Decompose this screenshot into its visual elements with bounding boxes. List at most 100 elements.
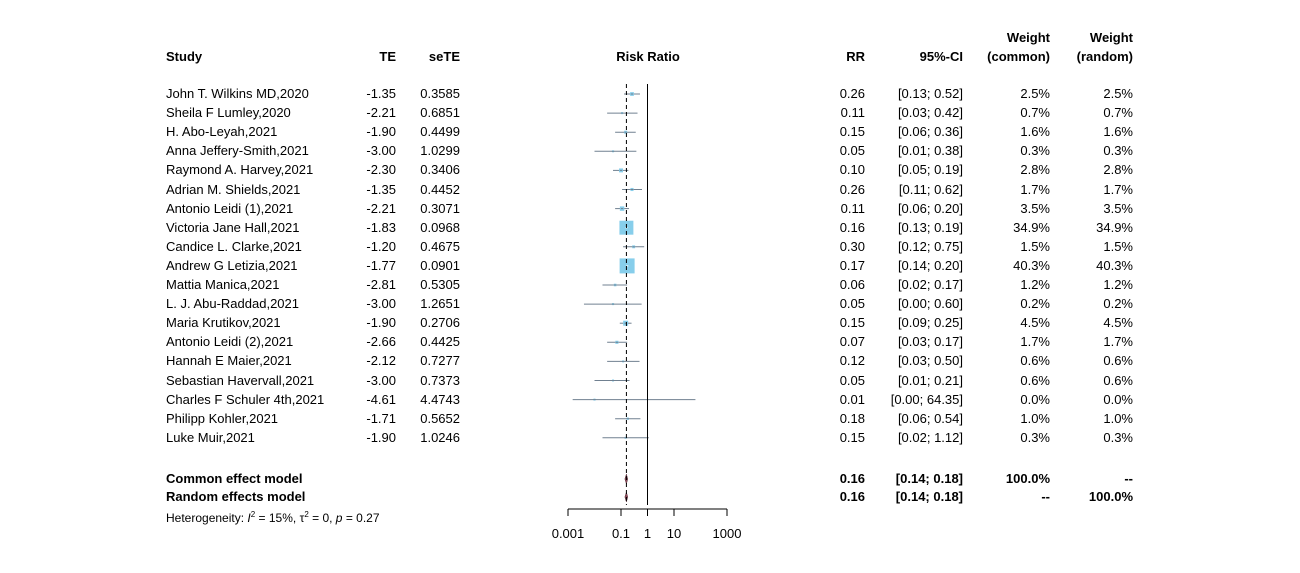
study-rr: 0.17 bbox=[839, 257, 865, 273]
study-name: H. Abo-Leyah,2021 bbox=[166, 124, 278, 140]
study-weight-common: 1.7% bbox=[1020, 334, 1050, 350]
study-weight-common: 34.9% bbox=[1013, 219, 1050, 235]
p-value: = 0.27 bbox=[342, 511, 380, 525]
study-rr: 0.15 bbox=[839, 429, 865, 445]
study-te: -1.35 bbox=[366, 86, 396, 101]
study-sete: 0.3585 bbox=[420, 86, 460, 101]
study-sete: 0.4425 bbox=[420, 334, 460, 350]
study-ci: [0.05; 0.19] bbox=[897, 162, 963, 178]
study-ci: [0.00; 64.35] bbox=[890, 391, 963, 407]
tau-superscript: 2 bbox=[304, 510, 309, 519]
study-weight-random: 1.6% bbox=[1103, 124, 1133, 140]
study-weight-common: 0.6% bbox=[1020, 372, 1050, 388]
study-name: Anna Jeffery-Smith,2021 bbox=[166, 143, 309, 159]
study-rr: 0.11 bbox=[840, 200, 865, 216]
study-ci: [0.06; 0.54] bbox=[897, 410, 963, 426]
header-ci: 95%-CI bbox=[919, 49, 963, 64]
study-rr: 0.05 bbox=[839, 143, 865, 159]
study-te: -2.21 bbox=[366, 200, 396, 216]
study-sete: 1.2651 bbox=[420, 296, 460, 312]
study-weight-random: 1.7% bbox=[1103, 334, 1133, 350]
study-weight-common: 1.5% bbox=[1020, 238, 1050, 254]
study-weight-random: 0.2% bbox=[1103, 296, 1133, 312]
heterogeneity-statistic: Heterogeneity: I2 = 15%, τ2 = 0, p = 0.2… bbox=[166, 510, 380, 526]
study-te: -3.00 bbox=[366, 296, 396, 312]
study-weight-random: 1.5% bbox=[1103, 238, 1133, 254]
header-rr: RR bbox=[846, 49, 865, 64]
study-weight-random: 0.0% bbox=[1103, 391, 1133, 407]
study-te: -1.90 bbox=[366, 315, 396, 331]
study-name: Sebastian Havervall,2021 bbox=[166, 372, 315, 388]
study-te: -1.35 bbox=[366, 181, 396, 197]
study-ci: [0.12; 0.75] bbox=[897, 238, 963, 254]
study-weight-common: 0.2% bbox=[1020, 296, 1050, 312]
pooled-name: Common effect model bbox=[166, 471, 303, 486]
study-sete: 0.6851 bbox=[420, 105, 460, 121]
header-sete: seTE bbox=[428, 49, 460, 64]
pooled-rr: 0.16 bbox=[839, 471, 865, 486]
study-ci: [0.09; 0.25] bbox=[897, 315, 963, 331]
study-weight-random: 2.5% bbox=[1103, 86, 1133, 101]
study-weight-random: 1.7% bbox=[1103, 181, 1133, 197]
study-rr: 0.10 bbox=[839, 162, 865, 178]
study-sete: 0.5305 bbox=[420, 277, 460, 292]
study-te: -2.12 bbox=[366, 353, 396, 369]
study-name: Andrew G Letizia,2021 bbox=[166, 257, 298, 273]
study-sete: 0.7277 bbox=[420, 353, 460, 369]
study-weight-common: 4.5% bbox=[1020, 315, 1050, 331]
study-ci: [0.06; 0.36] bbox=[897, 124, 963, 140]
header-study: Study bbox=[166, 49, 203, 64]
study-name: Antonio Leidi (1),2021 bbox=[166, 200, 294, 216]
study-weight-random: 4.5% bbox=[1103, 315, 1133, 331]
study-weight-random: 0.3% bbox=[1103, 143, 1133, 159]
study-weight-random: 0.3% bbox=[1103, 429, 1133, 445]
study-ci: [0.03; 0.17] bbox=[897, 334, 963, 350]
study-ci: [0.02; 0.17] bbox=[897, 277, 963, 292]
study-rr: 0.12 bbox=[839, 353, 865, 369]
study-ci: [0.06; 0.20] bbox=[897, 200, 963, 216]
header-plot: Risk Ratio bbox=[616, 49, 680, 64]
study-ci: [0.03; 0.42] bbox=[897, 105, 963, 121]
study-ci: [0.02; 1.12] bbox=[897, 429, 963, 445]
tau-value: = 0, bbox=[308, 511, 336, 525]
header-weight-common-1: Weight bbox=[1006, 30, 1050, 45]
study-rr: 0.26 bbox=[839, 86, 865, 101]
study-weight-common: 2.8% bbox=[1020, 162, 1050, 178]
pooled-name: Random effects model bbox=[166, 489, 306, 504]
study-te: -3.00 bbox=[366, 372, 396, 388]
study-rr: 0.11 bbox=[840, 105, 865, 121]
study-weight-common: 2.5% bbox=[1020, 86, 1050, 101]
study-name: John T. Wilkins MD,2020 bbox=[166, 86, 309, 101]
study-ci: [0.01; 0.21] bbox=[897, 372, 963, 388]
study-name: L. J. Abu-Raddad,2021 bbox=[166, 296, 299, 312]
study-weight-common: 1.7% bbox=[1020, 181, 1050, 197]
study-sete: 0.0968 bbox=[420, 219, 460, 235]
study-weight-common: 40.3% bbox=[1013, 257, 1050, 273]
study-sete: 0.4452 bbox=[420, 181, 460, 197]
study-sete: 0.3071 bbox=[420, 200, 460, 216]
study-name: Adrian M. Shields,2021 bbox=[166, 181, 301, 197]
i2-symbol: I bbox=[247, 511, 251, 525]
study-weight-common: 0.3% bbox=[1020, 429, 1050, 445]
study-weight-common: 1.0% bbox=[1020, 410, 1050, 426]
pooled-rr: 0.16 bbox=[839, 489, 865, 504]
study-ci: [0.03; 0.50] bbox=[897, 353, 963, 369]
pooled-ci: [0.14; 0.18] bbox=[895, 489, 963, 504]
study-sete: 0.0901 bbox=[420, 257, 460, 273]
study-sete: 0.2706 bbox=[420, 315, 460, 331]
p-symbol: p bbox=[335, 511, 343, 525]
study-sete: 4.4743 bbox=[420, 391, 460, 407]
study-ci: [0.01; 0.38] bbox=[897, 143, 963, 159]
study-sete: 0.7373 bbox=[420, 372, 460, 388]
study-rr: 0.15 bbox=[839, 315, 865, 331]
study-name: Raymond A. Harvey,2021 bbox=[166, 162, 314, 178]
study-name: Candice L. Clarke,2021 bbox=[166, 238, 302, 254]
study-te: -3.00 bbox=[366, 143, 396, 159]
study-te: -2.30 bbox=[366, 162, 396, 178]
study-rr: 0.05 bbox=[839, 296, 865, 312]
pooled-ci: [0.14; 0.18] bbox=[895, 471, 963, 486]
x-axis-tick-label: 0.1 bbox=[612, 526, 630, 541]
study-weight-random: 34.9% bbox=[1096, 219, 1133, 235]
study-te: -1.71 bbox=[366, 410, 396, 426]
study-name: Mattia Manica,2021 bbox=[166, 277, 280, 292]
